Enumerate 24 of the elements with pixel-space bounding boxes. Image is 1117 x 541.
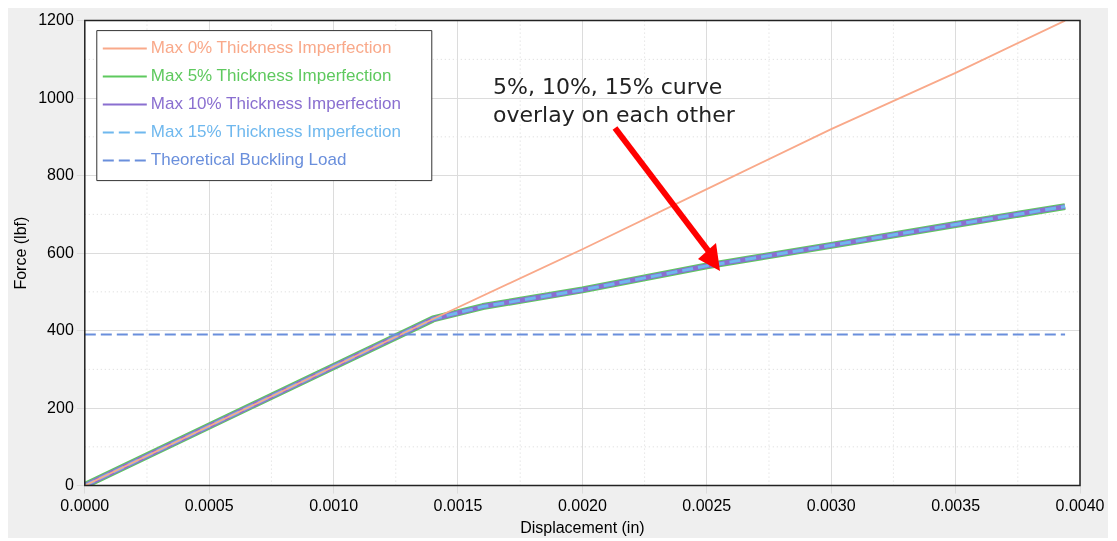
legend-label: Theoretical Buckling Load <box>150 150 347 170</box>
legend-label: Max 5% Thickness Imperfection <box>150 66 392 86</box>
x-tick-label: 0.0015 <box>433 496 483 514</box>
x-tick-label: 0.0005 <box>184 496 234 514</box>
legend-label: Max 0% Thickness Imperfection <box>150 38 392 58</box>
y-tick-label: 1200 <box>38 11 74 29</box>
y-tick-label: 0 <box>64 476 74 494</box>
x-tick-label: 0.0040 <box>1055 496 1105 514</box>
x-tick-label: 0.0030 <box>806 496 856 514</box>
x-tick-label: 0.0025 <box>682 496 732 514</box>
legend-label: Max 15% Thickness Imperfection <box>150 122 401 142</box>
x-tick-label: 0.0000 <box>60 496 110 514</box>
x-tick-label: 0.0035 <box>931 496 981 514</box>
x-axis-title: Displacement (in) <box>520 518 645 536</box>
annotation: 5%, 10%, 15% curve overlay on each other <box>493 74 736 127</box>
x-tick-label: 0.0020 <box>557 496 607 514</box>
y-tick-label: 200 <box>47 398 74 416</box>
y-axis-title: Force (lbf) <box>12 216 30 290</box>
y-tick-label: 400 <box>47 321 74 339</box>
y-tick-label: 600 <box>47 243 74 261</box>
legend-label: Max 10% Thickness Imperfection <box>150 94 401 114</box>
y-tick-label: 800 <box>47 166 74 184</box>
y-tick-label: 1000 <box>38 88 74 106</box>
x-tick-label: 0.0010 <box>309 496 359 514</box>
